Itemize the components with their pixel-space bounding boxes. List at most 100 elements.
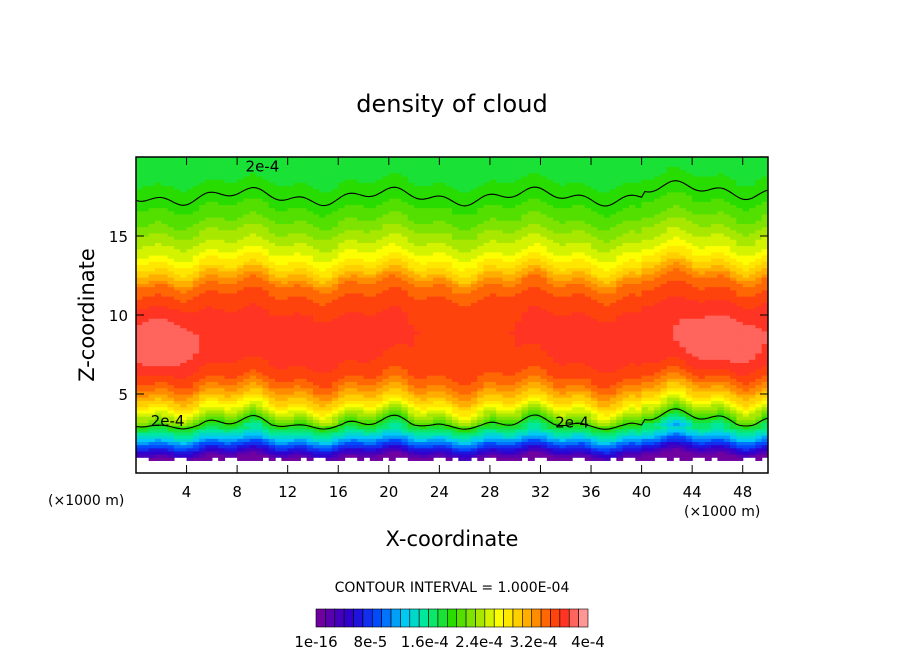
field-cell bbox=[300, 217, 308, 221]
field-cell bbox=[192, 381, 200, 386]
field-cell bbox=[319, 166, 327, 171]
field-cell bbox=[439, 264, 447, 269]
field-cell bbox=[237, 428, 245, 433]
field-cell bbox=[237, 213, 245, 218]
field-cell bbox=[388, 258, 396, 262]
field-cell bbox=[414, 179, 421, 183]
field-cell bbox=[420, 286, 428, 291]
field-cell bbox=[439, 229, 447, 234]
field-cell bbox=[180, 267, 188, 272]
field-cell bbox=[136, 419, 143, 424]
field-cell bbox=[319, 305, 327, 310]
field-cell bbox=[445, 223, 453, 228]
field-cell bbox=[452, 232, 459, 237]
field-cell bbox=[338, 286, 346, 291]
field-cell bbox=[382, 223, 390, 228]
field-cell bbox=[173, 258, 181, 262]
field-cell bbox=[256, 217, 263, 221]
field-cell bbox=[407, 194, 415, 199]
field-cell bbox=[256, 289, 263, 294]
field-cell bbox=[445, 349, 453, 354]
field-cell bbox=[142, 444, 150, 449]
field-cell bbox=[142, 406, 150, 411]
field-cell bbox=[388, 352, 396, 357]
field-cell bbox=[237, 270, 245, 275]
field-cell bbox=[287, 292, 295, 297]
field-cell bbox=[256, 169, 263, 174]
field-cell bbox=[154, 321, 162, 326]
field-cell bbox=[256, 362, 263, 367]
field-cell bbox=[452, 261, 459, 266]
field-cell bbox=[192, 169, 200, 174]
field-cell bbox=[243, 254, 251, 259]
field-cell bbox=[382, 352, 390, 357]
field-cell bbox=[186, 217, 194, 221]
field-cell bbox=[300, 182, 308, 187]
field-cell bbox=[331, 381, 339, 386]
field-cell bbox=[300, 198, 308, 202]
field-cell bbox=[338, 387, 346, 392]
field-cell bbox=[300, 387, 308, 392]
field-cell bbox=[205, 356, 213, 360]
field-cell bbox=[376, 251, 384, 256]
field-cell bbox=[136, 239, 143, 243]
field-cell bbox=[230, 245, 238, 250]
field-cell bbox=[256, 204, 263, 209]
field-cell bbox=[350, 375, 358, 379]
field-cell bbox=[211, 333, 219, 338]
field-cell bbox=[382, 179, 390, 183]
field-cell bbox=[167, 327, 175, 332]
field-cell bbox=[256, 273, 263, 278]
field-cell bbox=[199, 280, 207, 284]
field-cell bbox=[350, 400, 358, 405]
field-cell bbox=[350, 277, 358, 281]
field-cell bbox=[357, 327, 365, 332]
field-cell bbox=[331, 223, 339, 228]
field-cell bbox=[142, 194, 150, 199]
field-cell bbox=[433, 286, 440, 291]
field-cell bbox=[458, 299, 466, 303]
field-cell bbox=[167, 207, 175, 212]
field-cell bbox=[439, 416, 447, 420]
field-cell bbox=[243, 311, 251, 316]
field-cell bbox=[294, 340, 301, 345]
field-cell bbox=[407, 447, 415, 452]
field-cell bbox=[262, 179, 270, 183]
field-cell bbox=[433, 188, 440, 193]
field-cell bbox=[350, 236, 358, 240]
field-cell bbox=[306, 305, 314, 310]
field-cell bbox=[344, 292, 352, 297]
field-cell bbox=[363, 371, 371, 376]
field-cell bbox=[420, 182, 428, 187]
field-cell bbox=[464, 384, 472, 389]
field-cell bbox=[262, 438, 270, 442]
field-cell bbox=[420, 321, 428, 326]
field-cell bbox=[433, 378, 440, 382]
field-cell bbox=[262, 251, 270, 256]
field-cell bbox=[262, 163, 270, 168]
field-cell bbox=[357, 302, 365, 307]
field-cell bbox=[350, 311, 358, 316]
field-cell bbox=[249, 163, 257, 168]
field-cell bbox=[445, 381, 453, 386]
field-cell bbox=[268, 175, 276, 180]
field-cell bbox=[211, 324, 219, 329]
field-cell bbox=[167, 292, 175, 297]
field-cell bbox=[369, 431, 377, 436]
field-cell bbox=[211, 160, 219, 164]
field-cell bbox=[338, 321, 346, 326]
field-cell bbox=[452, 356, 459, 360]
field-cell bbox=[205, 450, 213, 455]
field-cell bbox=[249, 349, 257, 354]
field-cell bbox=[211, 406, 219, 411]
field-cell bbox=[382, 318, 390, 322]
field-cell bbox=[433, 166, 440, 171]
field-cell bbox=[186, 223, 194, 228]
field-cell bbox=[395, 245, 403, 250]
field-cell bbox=[268, 198, 276, 202]
field-cell bbox=[369, 378, 377, 382]
field-cell bbox=[243, 400, 251, 405]
field-cell bbox=[388, 428, 396, 433]
field-cell bbox=[401, 409, 409, 414]
field-cell bbox=[445, 160, 453, 164]
